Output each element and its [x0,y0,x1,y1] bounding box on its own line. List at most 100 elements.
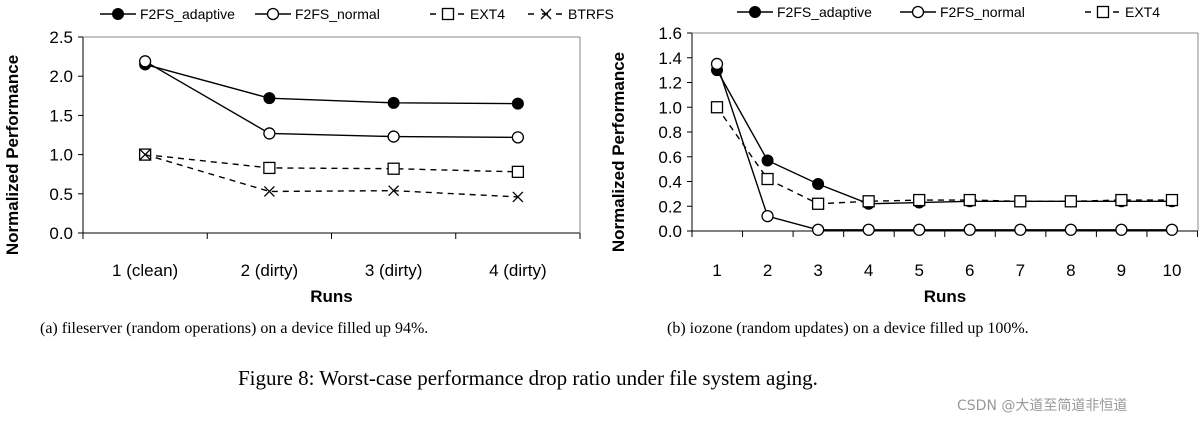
series-F2FS_adaptive [139,58,524,110]
y-tick-label: 2.0 [49,67,73,86]
legend-label: F2FS_normal [295,6,380,22]
legend-item: F2FS_adaptive [737,4,872,20]
x-tick-label: 2 [763,261,772,280]
data-point [1014,223,1027,236]
data-point [263,127,276,140]
data-point [387,162,400,175]
legend-label: F2FS_adaptive [777,4,872,20]
data-point [1165,193,1179,207]
series-F2FS_normal [138,55,525,144]
series-line [716,106,1172,205]
data-point [139,149,151,161]
chart-a: 0.0 0.5 1.0 1.5 2.0 2.5 1 (clean) 2 (dirty) 3 (d… [3,6,614,306]
legend-item: EXT4 [1085,4,1160,20]
y-tick-label: 1.2 [658,74,682,93]
data-point [963,193,976,207]
x-axis-label: Runs [310,287,353,306]
legend-label: BTRFS [568,6,614,22]
figure-caption: Figure 8: Worst-case performance drop ra… [238,366,818,390]
data-point [1165,223,1179,236]
legend-marker [749,6,761,18]
legend-item: F2FS_adaptive [100,6,235,22]
data-point [1064,223,1077,236]
legend-item: F2FS_normal [900,4,1025,20]
data-point [1064,195,1077,208]
data-point [1115,223,1128,236]
y-tick-label: 0.0 [658,222,682,241]
x-tick-label: 5 [914,261,923,280]
caption-b: (b) iozone (random updates) on a device … [667,320,1029,337]
caption-a: (a) fileserver (random operations) on a … [40,320,429,337]
series-line [716,63,1172,231]
data-point [811,223,825,236]
y-tick-label: 0.0 [49,224,73,243]
y-tick-label: 1.5 [49,106,73,125]
legend-item: EXT4 [430,6,505,22]
data-point [710,57,724,71]
data-point [761,154,774,167]
data-point [263,185,275,197]
watermark: CSDN @大道至简道非恒道 [957,398,1128,414]
data-point [862,223,875,236]
data-point [263,92,276,105]
y-tick-label: 2.5 [49,28,73,47]
y-tick-label: 0.6 [658,148,682,167]
y-tick-label: 1.6 [658,24,682,43]
series-EXT4 [710,101,1179,210]
x-tick-label: 1 [712,261,721,280]
x-tick-label: 4 (dirty) [489,261,547,280]
series-BTRFS [139,149,524,203]
series-line [144,60,518,139]
legend-label: EXT4 [1125,4,1160,20]
series-line [145,153,518,173]
x-tick-label: 6 [965,261,974,280]
data-point [761,172,774,186]
data-point [511,97,524,110]
series-line [716,69,1172,205]
y-axis-label: Normalized Performance [609,52,628,252]
x-tick-label: 10 [1162,261,1181,280]
x-axis-label: Runs [924,287,967,306]
legend-marker [441,7,455,21]
legend-item: BTRFS [528,6,614,22]
data-point [387,130,400,143]
y-tick-label: 0.8 [658,123,682,142]
x-tick-label: 3 [813,261,822,280]
data-point [138,55,152,68]
data-point [812,177,825,190]
x-tick-label: 2 (dirty) [241,261,299,280]
legend-label: F2FS_normal [940,4,1025,20]
data-point [913,223,926,236]
data-point [1014,195,1027,208]
data-point [388,185,400,197]
y-tick-label: 1.4 [658,49,682,68]
y-tick-label: 0.5 [49,185,73,204]
chart-b: 0.0 0.2 0.4 0.6 0.8 1.0 1.2 1.4 1.6 1 2 3 4 5 6 7 8 9 10 Ru… [609,4,1199,306]
x-tick-label: 8 [1066,261,1075,280]
x-tick-label: 4 [864,261,873,280]
series-EXT4 [138,148,525,178]
data-point [511,131,525,144]
legend-marker [540,8,552,20]
data-point [913,193,926,207]
series-F2FS_normal [710,57,1179,236]
data-point [512,191,524,203]
x-tick-label: 9 [1117,261,1126,280]
data-point [862,195,875,208]
series-line [144,63,518,105]
data-point [710,101,724,114]
legend-marker [911,5,925,19]
data-point [811,197,825,210]
data-point [263,161,276,175]
data-point [761,209,774,223]
y-tick-label: 1.0 [658,98,682,117]
legend-marker [112,8,124,20]
x-tick-label: 3 (dirty) [365,261,423,280]
legend-marker [1096,5,1110,19]
legend-label: F2FS_adaptive [140,6,235,22]
series-F2FS_adaptive [711,64,1178,210]
y-tick-label: 1.0 [49,146,73,165]
data-point [387,96,400,109]
legend-item: F2FS_normal [255,6,380,22]
